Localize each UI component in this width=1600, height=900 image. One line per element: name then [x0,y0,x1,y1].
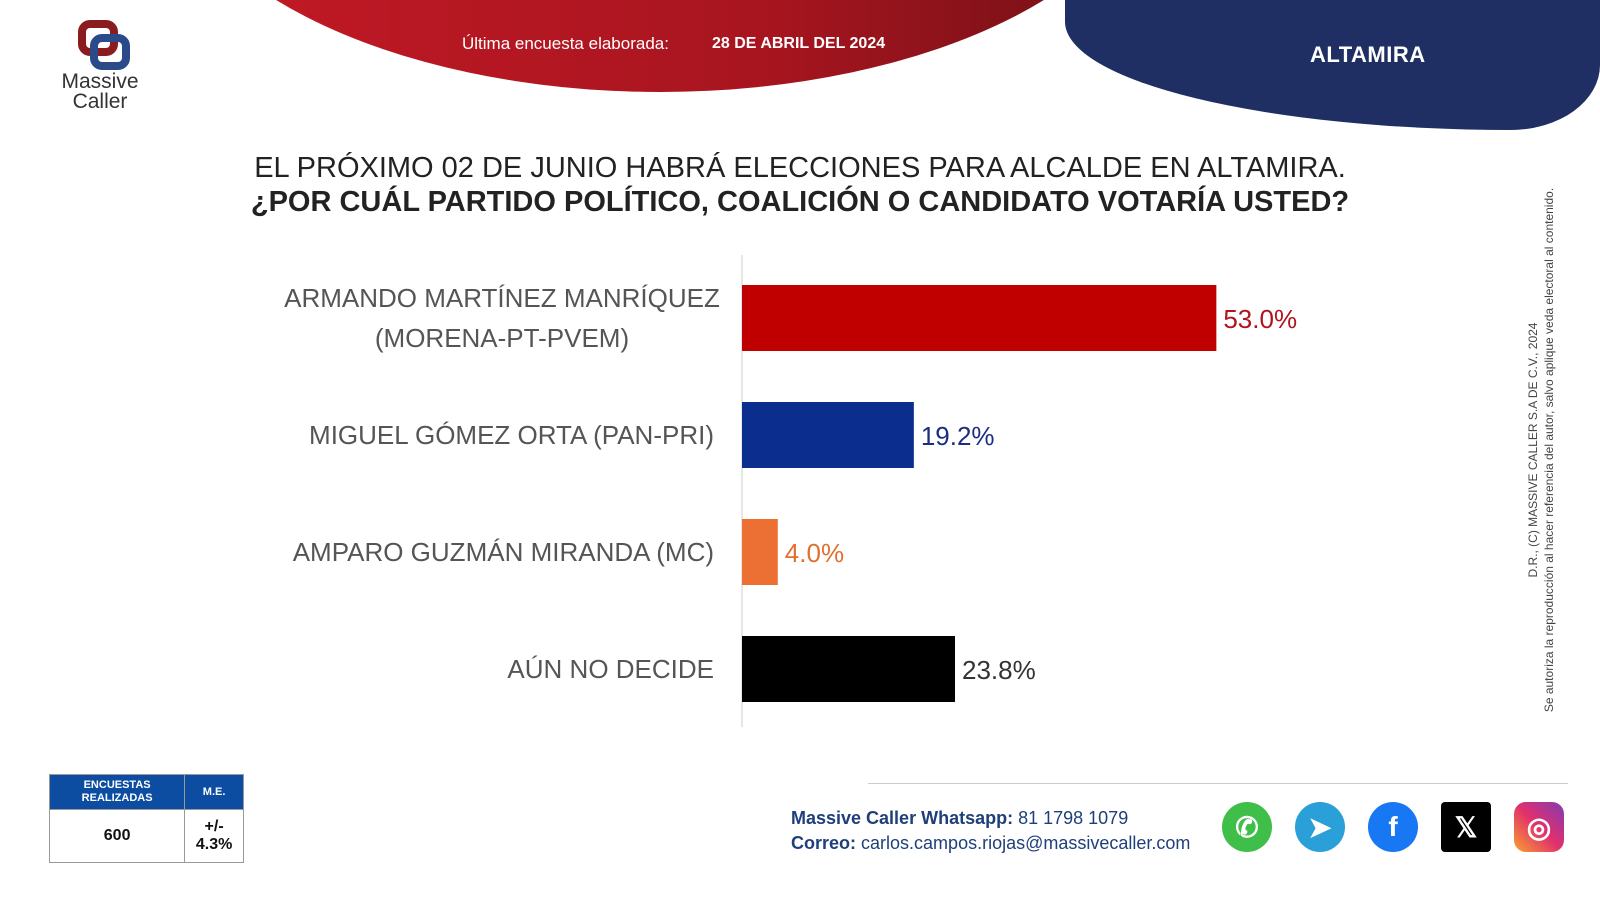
bar [742,519,778,585]
data-label: 23.8% [962,655,1036,685]
question-line-1: EL PRÓXIMO 02 DE JUNIO HABRÁ ELECCIONES … [254,152,1346,184]
facebook-icon[interactable]: f [1368,802,1418,852]
whatsapp-icon[interactable]: ✆ [1222,802,1272,852]
logo-mark-icon [70,20,130,72]
logo: Massive Caller [50,20,150,112]
footer-divider [868,783,1568,784]
category-label: ARMANDO MARTÍNEZ MANRÍQUEZ [284,283,720,313]
city-name: ALTAMIRA [1310,42,1426,67]
instagram-icon[interactable]: ◎ [1514,802,1564,852]
bar [742,402,914,468]
logo-text-2: Caller [72,90,128,113]
survey-date: 28 DE ABRIL DEL 2024 [712,35,886,52]
copyright-line-1: D.R., (C) MASSIVE CALLER S.A DE C.V., 20… [1526,322,1540,578]
copyright-line-2: Se autoriza la reproducción al hacer ref… [1542,187,1556,713]
data-label: 19.2% [921,421,995,451]
telegram-icon[interactable]: ➤ [1295,802,1345,852]
category-label: (MORENA-PT-PVEM) [375,323,629,353]
bar-chart: 53.0% ARMANDO MARTÍNEZ MANRÍQUEZ (MORENA-P… [284,255,1297,727]
bar [742,285,1217,351]
category-label: AMPARO GUZMÁN MIRANDA (MC) [293,537,714,567]
x-icon[interactable]: 𝕏 [1441,802,1491,852]
me-value: +/- 4.3% [184,809,244,863]
copyright-notice: D.R., (C) MASSIVE CALLER S.A DE C.V., 20… [1525,170,1557,730]
surveys-header: ENCUESTAS REALIZADAS [48,774,186,810]
stats-table: ENCUESTAS REALIZADAS M.E. 600 +/- 4.3% [48,774,244,863]
category-label: AÚN NO DECIDE [507,654,714,684]
contact-info: Massive Caller Whatsapp: 81 1798 1079 Co… [791,806,1190,856]
surveys-value: 600 [48,809,186,863]
whatsapp-number[interactable]: 81 1798 1079 [1018,808,1129,828]
data-label: 53.0% [1223,304,1297,334]
bar [742,636,956,702]
data-label: 4.0% [785,538,844,568]
whatsapp-label: Massive Caller Whatsapp: [791,808,1014,828]
question-line-2: ¿POR CUÁL PARTIDO POLÍTICO, COALICIÓN O … [250,186,1350,218]
logo-text-1: Massive [61,70,139,93]
survey-label: Última encuesta elaborada: [462,34,669,53]
email-label: Correo: [791,833,857,853]
category-label: MIGUEL GÓMEZ ORTA (PAN-PRI) [309,420,714,450]
me-header: M.E. [184,774,244,810]
social-icons: ✆ ➤ f 𝕏 ◎ [1222,802,1564,852]
email-link[interactable]: carlos.campos.riojas@massivecaller.com [861,833,1191,853]
